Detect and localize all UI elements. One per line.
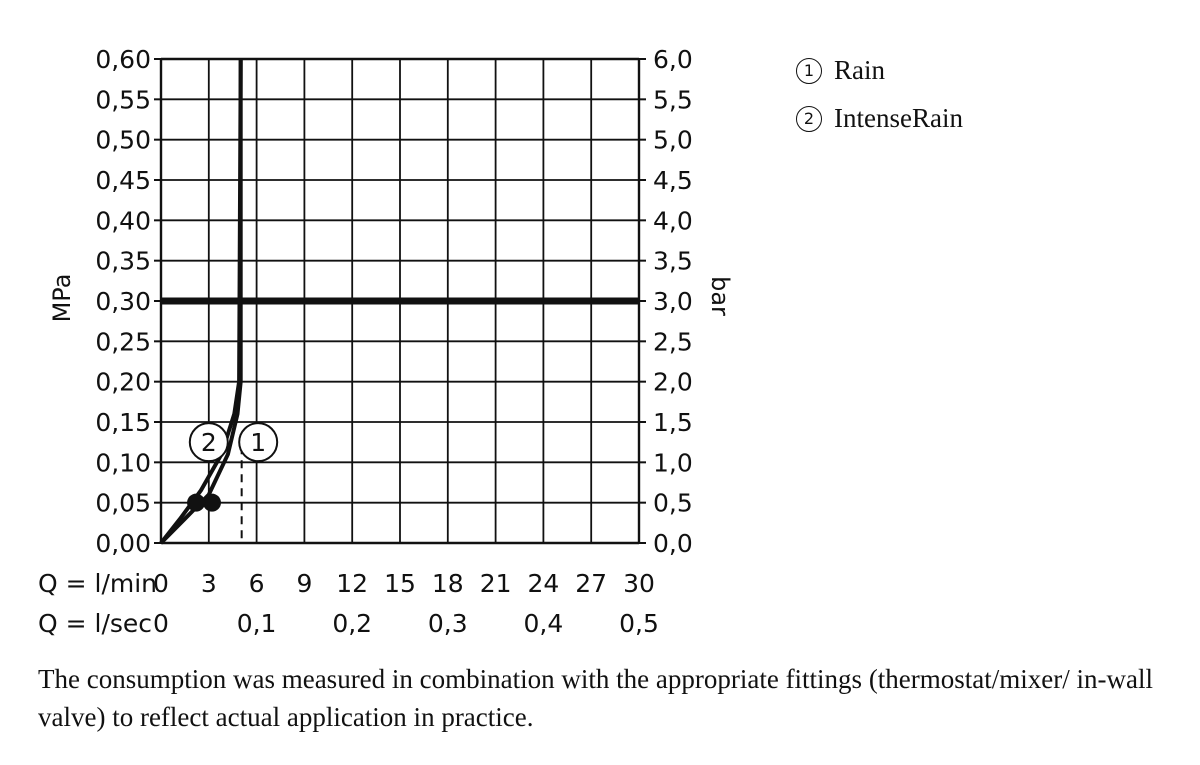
y-right-tick-label: 0,0 (653, 529, 693, 558)
y-left-tick-label: 0,50 (95, 126, 151, 155)
x-lsec-tick-label: 0,1 (237, 609, 277, 638)
y-left-tick-label: 0,20 (95, 368, 151, 397)
flow-pressure-chart: 0,000,050,100,150,200,250,300,350,400,45… (38, 45, 734, 638)
y-right-axis-label: bar (706, 276, 734, 316)
y-left-tick-label: 0,35 (95, 247, 151, 276)
series-label-number-2: 2 (201, 428, 217, 457)
y-right-tick-label: 5,0 (653, 126, 693, 155)
x-lsec-tick-label: 0 (153, 609, 169, 638)
y-left-tick-label: 0,15 (95, 408, 151, 437)
x-lsec-tick-label: 0,5 (619, 609, 659, 638)
y-left-tick-label: 0,30 (95, 287, 151, 316)
x-lmin-tick-label: 30 (623, 569, 655, 598)
y-right-tick-label: 1,0 (653, 448, 693, 477)
legend-label-intenserain: IntenseRain (834, 103, 963, 133)
y-left-axis-label: MPa (48, 274, 76, 323)
series-label-number-1: 1 (250, 428, 266, 457)
operating-point-2 (187, 493, 206, 512)
chart-series: 12 (159, 58, 639, 545)
x-lmin-tick-label: 6 (249, 569, 265, 598)
x-lmin-tick-label: 0 (153, 569, 169, 598)
legend-label-rain: Rain (834, 55, 885, 85)
y-right-tick-label: 6,0 (653, 45, 693, 74)
operating-point-1 (202, 493, 221, 512)
y-left-tick-label: 0,55 (95, 85, 151, 114)
y-left-tick-label: 0,40 (95, 206, 151, 235)
legend-number-2: 2 (796, 106, 822, 132)
x-lmin-tick-label: 3 (201, 569, 217, 598)
x-lmin-tick-label: 24 (527, 569, 559, 598)
measurement-note: The consumption was measured in combinat… (38, 664, 1153, 732)
series-label-circle-1 (238, 422, 279, 463)
x-lmin-tick-label: 12 (336, 569, 368, 598)
y-right-tick-label: 3,5 (653, 247, 693, 276)
y-left-tick-label: 0,00 (95, 529, 151, 558)
y-right-tick-label: 4,0 (653, 206, 693, 235)
x-lmin-tick-label: 27 (575, 569, 607, 598)
legend-number-1: 1 (796, 58, 822, 84)
y-right-tick-label: 0,5 (653, 489, 693, 518)
y-left-tick-label: 0,25 (95, 327, 151, 356)
y-right-tick-label: 2,5 (653, 327, 693, 356)
x-lmin-tick-label: 9 (296, 569, 312, 598)
series-label-circle-2 (188, 422, 229, 463)
x-lmin-tick-label: 18 (432, 569, 464, 598)
y-left-tick-label: 0,10 (95, 448, 151, 477)
x-lmin-tick-label: 15 (384, 569, 416, 598)
y-left-tick-label: 0,60 (95, 45, 151, 74)
legend-item-2: 2 IntenseRain (796, 102, 963, 134)
x-lsec-tick-label: 0,3 (428, 609, 468, 638)
x-lmin-axis-label: Q = l/min (38, 569, 157, 598)
legend-item-1: 1 Rain (796, 54, 885, 86)
x-lsec-axis-label: Q = l/sec (38, 609, 152, 638)
x-lsec-tick-label: 0,2 (332, 609, 372, 638)
y-right-tick-label: 1,5 (653, 408, 693, 437)
y-right-tick-label: 4,5 (653, 166, 693, 195)
y-right-tick-label: 2,0 (653, 368, 693, 397)
y-axis-labels: 0,00 0,05 0,10 0,15 0,20 0,25 0,30 0,35 0,40 0,45… (95, 45, 692, 558)
y-left-tick-label: 0,05 (95, 489, 151, 518)
axis-ticks (154, 58, 646, 544)
y-right-tick-label: 3,0 (653, 287, 693, 316)
y-right-tick-label: 5,5 (653, 85, 693, 114)
x-lsec-tick-label: 0,4 (524, 609, 564, 638)
y-left-tick-label: 0,45 (95, 166, 151, 195)
x-lmin-tick-label: 21 (480, 569, 512, 598)
